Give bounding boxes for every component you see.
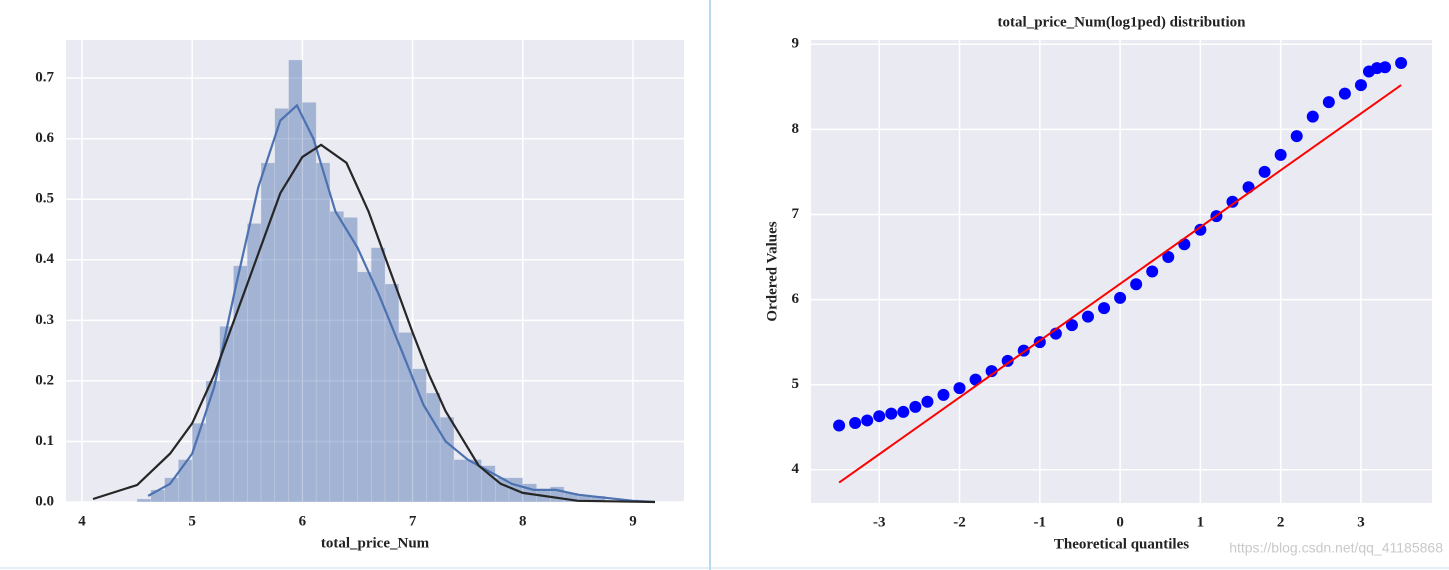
- chart-title: total_price_Num(log1ped) distribution: [998, 14, 1247, 30]
- x-tick-label: 9: [629, 513, 637, 529]
- density-line: [147, 103, 656, 504]
- scatter-point: [953, 382, 966, 395]
- scatter-point: [1146, 265, 1159, 278]
- histogram-bar: [260, 162, 276, 503]
- scatter-point: [1194, 223, 1207, 236]
- scatter-point: [1065, 319, 1078, 332]
- scatter-point: [969, 373, 982, 386]
- histogram-bar: [302, 102, 317, 503]
- x-tick-label: 4: [78, 513, 86, 529]
- x-tick-label: -3: [873, 514, 886, 530]
- y-tick-label: 5: [792, 376, 800, 392]
- x-axis-label: Theoretical quantiles: [1054, 536, 1189, 552]
- histogram-bar: [288, 59, 303, 503]
- histogram-bar: [384, 283, 400, 503]
- histogram-bar: [439, 416, 455, 503]
- y-tick-label: 0.3: [35, 312, 54, 328]
- y-tick-label: 0.5: [35, 191, 54, 207]
- scatter-point: [1306, 110, 1319, 123]
- scatter-point: [833, 419, 846, 432]
- scatter-point: [1130, 278, 1143, 291]
- scatter-point: [1354, 79, 1367, 92]
- scatter-point: [1081, 310, 1094, 323]
- scatter-point: [1322, 96, 1335, 109]
- histogram-bar: [481, 465, 496, 503]
- watermark: https://blog.csdn.net/qq_41185868: [1229, 540, 1443, 556]
- x-tick-label: 5: [188, 513, 196, 529]
- x-tick-label: 6: [299, 513, 307, 529]
- histogram-bar: [247, 223, 262, 503]
- y-tick-label: 0.1: [35, 433, 54, 449]
- histogram-bar: [412, 368, 427, 503]
- histogram-bar: [205, 380, 220, 503]
- histogram-bar: [315, 162, 331, 503]
- scatter-point: [1226, 195, 1239, 208]
- scatter-point: [1178, 238, 1191, 251]
- scatter-point: [1338, 87, 1351, 100]
- x-tick-label: 8: [519, 513, 527, 529]
- y-tick-label: 9: [792, 36, 800, 52]
- x-tick-label: 2: [1277, 514, 1285, 530]
- histogram-bar: [343, 217, 358, 503]
- x-tick-label: 0: [1116, 514, 1124, 530]
- scatter-point: [1098, 302, 1111, 315]
- scatter-point: [1114, 291, 1127, 304]
- y-tick-label: 0.7: [35, 70, 54, 86]
- scatter-point: [937, 388, 950, 401]
- histogram-bar: [357, 271, 372, 503]
- x-tick-label: -1: [1034, 514, 1047, 530]
- plot-background: [66, 40, 684, 502]
- scatter-point: [1258, 165, 1271, 178]
- fit-line: [838, 84, 1402, 484]
- scatter-point: [909, 400, 922, 413]
- histogram-bar: [329, 211, 344, 503]
- x-tick-label: -2: [953, 514, 966, 530]
- y-tick-label: 8: [792, 121, 800, 137]
- scatter-point: [1001, 354, 1014, 367]
- plot-background: [811, 40, 1432, 503]
- x-tick-label: 7: [409, 513, 417, 529]
- scatter-point: [1274, 148, 1287, 161]
- density-line: [92, 143, 656, 504]
- scatter-point: [897, 405, 910, 418]
- scatter-point: [1242, 181, 1255, 194]
- scatter-point: [861, 414, 874, 427]
- histogram-bar: [453, 459, 468, 503]
- histogram-bar: [136, 498, 152, 503]
- scatter-point: [849, 416, 862, 429]
- scatter-point: [885, 407, 898, 420]
- scatter-point: [1162, 251, 1175, 264]
- scatter-point: [921, 395, 934, 408]
- y-axis-label: Ordered Values: [764, 221, 780, 321]
- y-tick-label: 4: [792, 461, 800, 477]
- y-tick-label: 0.6: [35, 130, 54, 146]
- scatter-point: [1290, 130, 1303, 143]
- histogram-bar: [398, 332, 413, 503]
- y-tick-label: 0.4: [35, 251, 54, 267]
- histogram-bar: [371, 247, 386, 503]
- x-axis-label: total_price_Num: [321, 535, 430, 551]
- scatter-point: [873, 410, 886, 423]
- x-tick-label: 3: [1357, 514, 1365, 530]
- x-tick-label: 1: [1197, 514, 1205, 530]
- scatter-point: [985, 365, 998, 378]
- y-tick-label: 0.0: [35, 493, 54, 509]
- histogram-bar: [274, 108, 289, 503]
- y-tick-label: 6: [792, 291, 800, 307]
- histogram-bar: [426, 392, 441, 503]
- y-tick-label: 7: [792, 206, 800, 222]
- histogram-bar: [178, 459, 193, 503]
- y-tick-label: 0.2: [35, 372, 54, 388]
- scatter-point: [1395, 56, 1408, 69]
- scatter-point: [1379, 61, 1392, 74]
